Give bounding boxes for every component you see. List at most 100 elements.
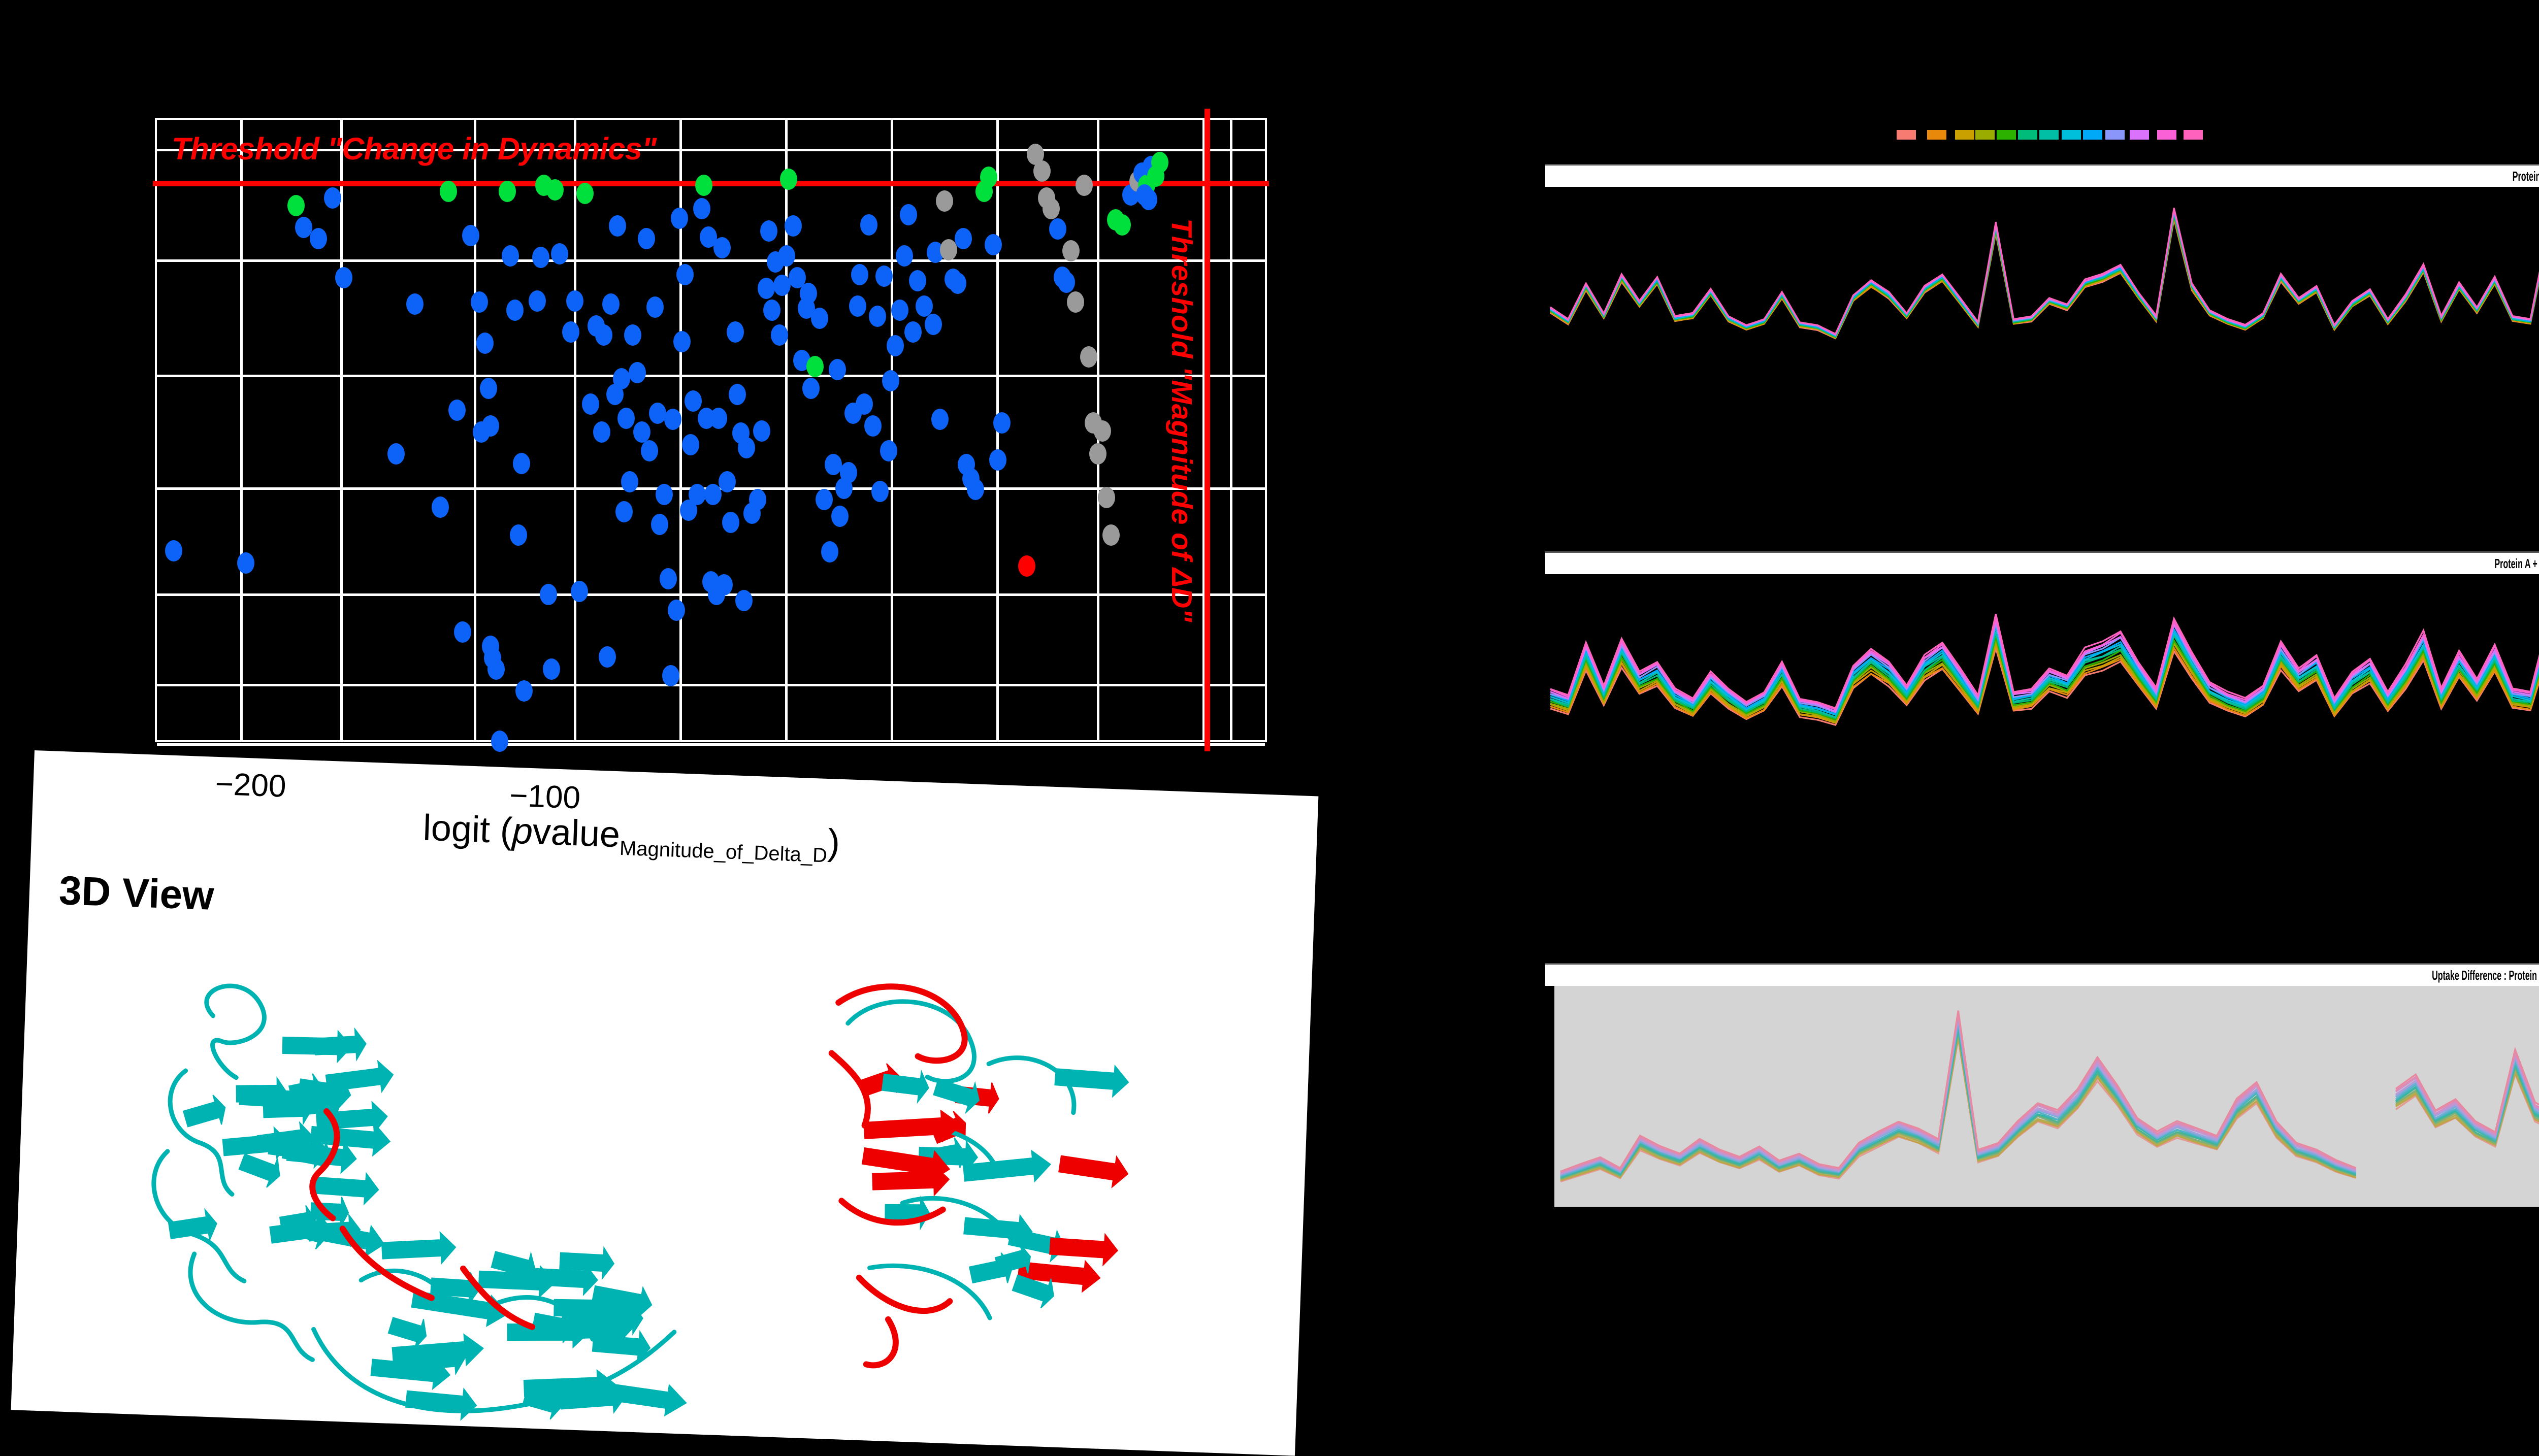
scatter-point-significant[interactable] xyxy=(646,296,664,318)
scatter-point-significant[interactable] xyxy=(904,321,922,343)
scatter-point-not-significant[interactable] xyxy=(1102,524,1120,546)
scatter-point-significant[interactable] xyxy=(949,273,966,294)
scatter-point-significant[interactable] xyxy=(237,552,255,574)
scatter-point-significant[interactable] xyxy=(571,580,589,602)
scatter-point-significant[interactable] xyxy=(684,390,702,412)
timepoint-legend[interactable] xyxy=(1462,130,2539,143)
scatter-point-significant[interactable] xyxy=(748,488,766,510)
scatter-point-significant[interactable] xyxy=(482,415,499,437)
scatter-point-significant[interactable] xyxy=(515,680,533,702)
uptake-chart-uptake-difference[interactable] xyxy=(1545,986,2539,1207)
scatter-point-significant[interactable] xyxy=(855,393,873,415)
legend-swatch-timepoint-11[interactable] xyxy=(2130,130,2149,140)
scatter-point-significant[interactable] xyxy=(771,324,789,346)
legend-swatch-timepoint-5[interactable] xyxy=(1997,130,2016,140)
scatter-point-significant[interactable] xyxy=(641,440,659,461)
scatter-point-significant[interactable] xyxy=(621,471,638,493)
scatter-point-significant[interactable] xyxy=(598,646,616,668)
scatter-point-significant[interactable] xyxy=(648,403,666,424)
scatter-point-significant[interactable] xyxy=(664,409,682,431)
scatter-point-significant[interactable] xyxy=(908,270,926,292)
scatter-point-significant[interactable] xyxy=(513,452,531,474)
scatter-point-significant[interactable] xyxy=(613,368,631,390)
scatter-point-significant[interactable] xyxy=(479,377,497,399)
scatter-point-significant[interactable] xyxy=(309,227,327,249)
scatter-point-significant[interactable] xyxy=(324,187,342,209)
scatter-point-significant[interactable] xyxy=(760,220,777,242)
scatter-point-significant[interactable] xyxy=(165,540,182,561)
scatter-point-dynamics-hit[interactable] xyxy=(806,355,824,377)
scatter-point-dynamics-hit[interactable] xyxy=(1151,151,1169,173)
scatter-point-significant[interactable] xyxy=(831,506,849,527)
scatter-point-not-significant[interactable] xyxy=(1033,160,1051,182)
scatter-point-significant[interactable] xyxy=(895,245,913,267)
scatter-point-significant[interactable] xyxy=(650,514,668,536)
scatter-point-significant[interactable] xyxy=(566,290,584,312)
scatter-point-significant[interactable] xyxy=(595,324,613,346)
scatter-point-significant[interactable] xyxy=(864,415,882,437)
scatter-point-significant[interactable] xyxy=(840,461,858,483)
scatter-point-significant[interactable] xyxy=(851,264,869,286)
scatter-point-dynamics-hit[interactable] xyxy=(287,194,305,216)
scatter-point-significant[interactable] xyxy=(802,377,820,399)
scatter-point-significant[interactable] xyxy=(722,512,740,534)
scatter-point-significant[interactable] xyxy=(660,568,677,590)
protein-ribbon-structure[interactable] xyxy=(72,935,1246,1453)
scatter-point-significant[interactable] xyxy=(295,216,313,238)
scatter-point-dynamics-hit[interactable] xyxy=(980,167,998,188)
scatter-point-significant[interactable] xyxy=(667,599,685,621)
scatter-point-not-significant[interactable] xyxy=(1098,487,1116,509)
scatter-point-significant[interactable] xyxy=(713,237,731,259)
scatter-point-significant[interactable] xyxy=(784,215,802,237)
scatter-point-dynamics-hit[interactable] xyxy=(695,175,713,196)
scatter-point-significant[interactable] xyxy=(824,453,842,475)
legend-swatch-timepoint-7[interactable] xyxy=(2039,130,2059,140)
scatter-point-significant[interactable] xyxy=(471,291,489,313)
scatter-point-significant[interactable] xyxy=(777,245,795,267)
scatter-point-significant[interactable] xyxy=(737,437,755,458)
scatter-point-dynamics-hit[interactable] xyxy=(576,183,594,205)
scatter-point-not-significant[interactable] xyxy=(1042,197,1060,219)
scatter-point-significant[interactable] xyxy=(693,197,711,219)
legend-swatch-timepoint-6[interactable] xyxy=(2018,130,2037,140)
scatter-point-significant[interactable] xyxy=(758,278,775,300)
uptake-chart-protein-a[interactable] xyxy=(1545,187,2539,362)
scatter-point-significant[interactable] xyxy=(719,471,736,493)
scatter-point-not-significant[interactable] xyxy=(1093,420,1111,442)
uptake-chart-protein-a-ligand[interactable] xyxy=(1545,574,2539,749)
scatter-point-significant[interactable] xyxy=(624,324,642,346)
scatter-point-significant[interactable] xyxy=(891,300,908,321)
scatter-point-significant[interactable] xyxy=(726,321,744,343)
scatter-point-dynamics-hit[interactable] xyxy=(779,168,797,190)
scatter-point-significant[interactable] xyxy=(811,308,829,329)
scatter-point-significant[interactable] xyxy=(773,274,791,296)
legend-swatch-timepoint-4[interactable] xyxy=(1975,130,1995,140)
scatter-point-significant[interactable] xyxy=(454,621,472,643)
scatter-point-dynamics-hit[interactable] xyxy=(498,181,516,203)
scatter-point-significant[interactable] xyxy=(821,541,838,563)
legend-swatch-timepoint-2[interactable] xyxy=(1927,130,1946,140)
legend-swatch-timepoint-12[interactable] xyxy=(2157,130,2176,140)
scatter-point-significant[interactable] xyxy=(673,330,691,352)
scatter-point-not-significant[interactable] xyxy=(1076,175,1093,196)
scatter-point-significant[interactable] xyxy=(582,393,600,415)
scatter-point-significant[interactable] xyxy=(763,300,781,321)
scatter-point-significant[interactable] xyxy=(528,290,546,312)
legend-swatch-timepoint-13[interactable] xyxy=(2184,130,2203,140)
scatter-point-significant[interactable] xyxy=(916,295,933,317)
scatter-point-significant[interactable] xyxy=(387,443,405,465)
scatter-point-significant[interactable] xyxy=(432,496,449,518)
scatter-point-significant[interactable] xyxy=(900,204,918,225)
legend-swatch-timepoint-3[interactable] xyxy=(1955,130,1974,140)
scatter-point-dynamics-hit[interactable] xyxy=(1113,214,1131,236)
scatter-point-significant[interactable] xyxy=(704,484,722,505)
scatter-point-significant[interactable] xyxy=(662,665,679,686)
scatter-point-significant[interactable] xyxy=(502,245,519,267)
scatter-point-significant[interactable] xyxy=(671,208,689,229)
scatter-point-significant[interactable] xyxy=(543,658,561,680)
scatter-point-significant[interactable] xyxy=(709,407,727,429)
scatter-point-significant[interactable] xyxy=(875,265,893,287)
scatter-point-significant[interactable] xyxy=(882,370,900,392)
scatter-point-significant[interactable] xyxy=(984,234,1002,255)
legend-swatch-timepoint-9[interactable] xyxy=(2083,130,2102,140)
